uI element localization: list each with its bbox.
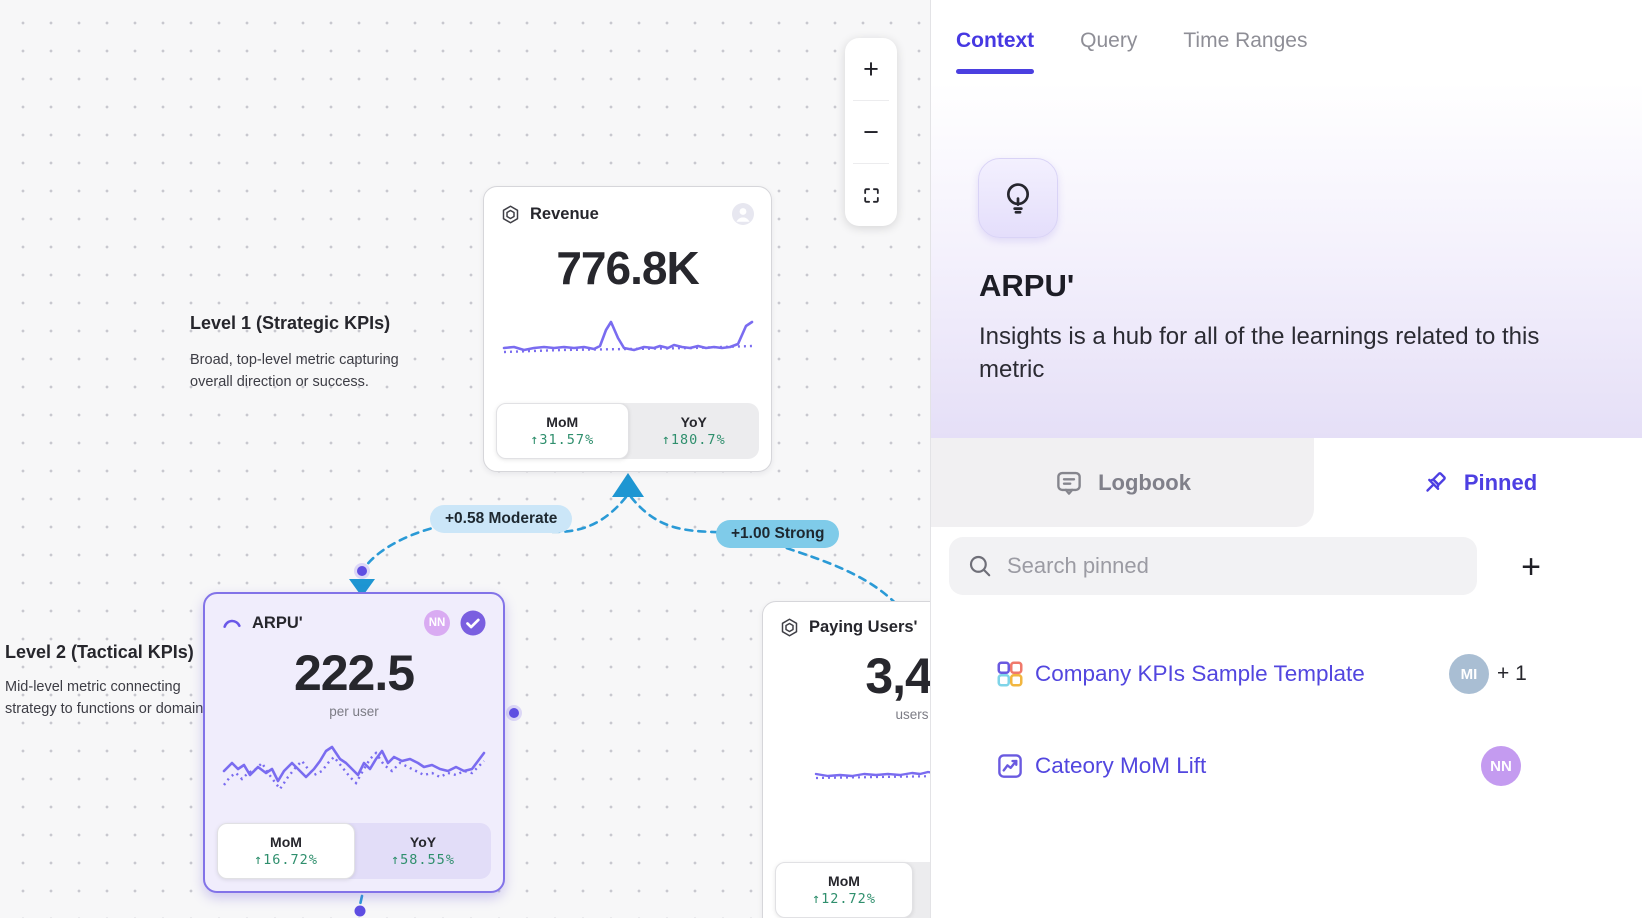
level2-title: Level 2 (Tactical KPIs) [5, 642, 194, 662]
verified-check-icon [460, 610, 486, 636]
arpu-right-handle-dot[interactable] [509, 708, 519, 718]
mom-label: MoM [828, 873, 860, 889]
metric-tree-canvas[interactable]: +0.58 Moderate +1.00 Strong Level 1 (Str… [0, 0, 930, 918]
toggle-mom[interactable]: MoM ↑12.72% [775, 862, 913, 918]
period-toggle: MoM ↑12.72% [775, 862, 930, 918]
tab-logbook[interactable]: Logbook [931, 438, 1314, 527]
metric-card-arpu[interactable]: ARPU' NN 222.5 per user MoM ↑16.72% [203, 592, 505, 893]
metric-value: 222.5 [293, 645, 415, 701]
pinned-item-label: Company KPIs Sample Template [1035, 661, 1365, 686]
toggle-yoy[interactable] [913, 862, 930, 918]
sparkline [502, 320, 753, 354]
avatar-mi: MI [1449, 654, 1489, 694]
tab-context-label: Context [956, 29, 1035, 52]
pinned-item-company-kpis[interactable]: Company KPIs Sample Template MI + 1 [931, 648, 1642, 700]
mom-value: ↑16.72% [254, 852, 318, 868]
sparkline [222, 745, 486, 791]
context-panel: Context Query Time Ranges [930, 0, 1642, 918]
fit-view-button[interactable] [845, 164, 897, 226]
search-box[interactable] [949, 537, 1477, 595]
metric-description: Insights is a hub for all of the learnin… [979, 323, 1540, 384]
owner-avatar-icon [732, 203, 754, 225]
insight-icon-tile [978, 158, 1058, 238]
metric-name-heading: ARPU' [979, 268, 1075, 303]
mom-label: MoM [270, 834, 302, 850]
metric-unit: per user [329, 703, 379, 719]
active-tab-underline [956, 69, 1035, 74]
panel-tabs: Context Query Time Ranges [931, 0, 1642, 82]
yoy-value: ↑180.7% [661, 432, 726, 448]
yoy-label: YoY [680, 414, 707, 430]
panel-section-tabs: Logbook Pinned [931, 438, 1642, 527]
card-title: Paying Users' [809, 618, 918, 636]
zoom-out-button[interactable]: − [845, 101, 897, 163]
period-toggle: MoM ↑31.57% YoY ↑180.7% [496, 403, 759, 459]
tab-pinned-label: Pinned [1463, 469, 1538, 495]
hexagon-metric-icon [502, 205, 519, 223]
level1-desc-line1: Broad, top-level metric capturing [190, 352, 399, 368]
search-pinned-input[interactable] [1007, 553, 1459, 579]
level1-desc-line2: overall direction or success. [190, 373, 369, 390]
add-pinned-button[interactable]: + [1509, 545, 1553, 589]
level1-annotation: Level 1 (Strategic KPIs) Broad, top-leve… [190, 313, 399, 394]
edge-label-strong[interactable]: +1.00 Strong [716, 520, 840, 548]
tab-query[interactable]: Query [1080, 0, 1137, 82]
pinned-item-label: Cateory MoM Lift [1035, 753, 1207, 778]
zoom-in-button[interactable]: + [845, 38, 897, 100]
avatar-nn: NN [1481, 746, 1521, 786]
toggle-mom[interactable]: MoM ↑16.72% [217, 823, 355, 879]
arc-metric-icon [223, 619, 241, 628]
zoom-toolbar: + − [845, 38, 897, 226]
level1-title: Level 1 (Strategic KPIs) [190, 313, 391, 333]
level2-desc-line2: strategy to functions or domains. [5, 700, 215, 717]
mom-value: ↑12.72% [812, 891, 876, 907]
level2-annotation: Level 2 (Tactical KPIs) Mid-level metric… [5, 642, 215, 721]
owner-badge: NN [424, 610, 450, 636]
toggle-yoy[interactable]: YoY ↑58.55% [355, 823, 491, 879]
toggle-mom[interactable]: MoM ↑31.57% [496, 403, 629, 459]
edge-label-moderate[interactable]: +0.58 Moderate [430, 505, 573, 533]
toggle-yoy[interactable]: YoY ↑180.7% [629, 403, 760, 459]
chart-lift-icon [998, 754, 1022, 778]
metric-hero: ARPU' Insights is a hub for all of the l… [931, 82, 1642, 438]
fit-view-icon [863, 187, 879, 203]
lightbulb-icon [1006, 183, 1030, 214]
logbook-comment-icon [1057, 471, 1081, 495]
pinned-search-row: + [931, 537, 1642, 595]
hexagon-metric-icon [781, 618, 798, 637]
card-title: ARPU' [252, 613, 303, 632]
yoy-label: YoY [409, 834, 437, 850]
metric-card-paying-users[interactable]: Paying Users' 3,49 users MoM ↑12.72% [762, 601, 930, 918]
tab-time-ranges-label: Time Ranges [1183, 29, 1308, 52]
card-title: Revenue [530, 204, 599, 223]
metric-unit: users [895, 706, 929, 722]
sparkline [814, 770, 930, 779]
arpu-top-handle-dot[interactable] [357, 566, 367, 576]
level2-desc-line1: Mid-level metric connecting [5, 679, 181, 695]
mom-value: ↑31.57% [530, 432, 595, 448]
period-toggle: MoM ↑16.72% YoY ↑58.55% [217, 823, 491, 879]
edge-arrow-up-icon [612, 473, 644, 497]
tab-pinned[interactable]: Pinned [1314, 438, 1642, 527]
pinned-item-cateory-mom-lift[interactable]: Cateory MoM Lift NN [931, 740, 1642, 792]
metric-card-revenue[interactable]: Revenue 776.8K MoM ↑31.57% [483, 186, 772, 472]
grid-template-icon [997, 661, 1023, 687]
tab-logbook-label: Logbook [1098, 469, 1191, 495]
search-icon [969, 555, 991, 577]
tab-time-ranges[interactable]: Time Ranges [1183, 0, 1307, 82]
tab-context[interactable]: Context [956, 0, 1035, 82]
tab-query-label: Query [1080, 29, 1138, 52]
metric-value: 776.8K [556, 242, 699, 294]
arpu-bottom-handle-dot[interactable] [354, 905, 366, 917]
pushpin-icon [1426, 471, 1446, 492]
metric-value: 3,49 [865, 648, 930, 704]
edge-arrow-down-icon [349, 579, 375, 597]
mom-label: MoM [546, 414, 579, 430]
extra-collaborators-count: + 1 [1497, 662, 1527, 685]
yoy-value: ↑58.55% [391, 852, 455, 868]
edge-payingusers-revenue[interactable] [629, 495, 902, 610]
